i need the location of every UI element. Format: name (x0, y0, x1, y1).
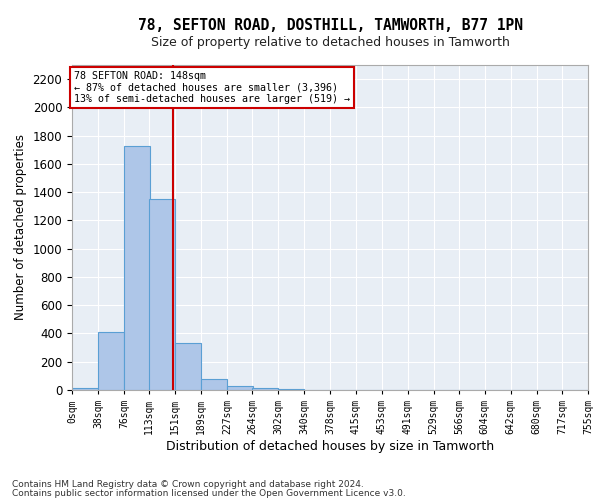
Bar (124, 146, 150, 390)
Bar (227, 386, 253, 390)
Text: Contains public sector information licensed under the Open Government Licence v3: Contains public sector information licen… (12, 489, 406, 498)
Text: Size of property relative to detached houses in Tamworth: Size of property relative to detached ho… (151, 36, 509, 49)
Bar (253, 388, 278, 390)
Bar (72, 388, 98, 390)
Text: Contains HM Land Registry data © Crown copyright and database right 2024.: Contains HM Land Registry data © Crown c… (12, 480, 364, 489)
X-axis label: Distribution of detached houses by size in Tamworth: Distribution of detached houses by size … (166, 440, 494, 453)
Text: 78, SEFTON ROAD, DOSTHILL, TAMWORTH, B77 1PN: 78, SEFTON ROAD, DOSTHILL, TAMWORTH, B77… (137, 18, 523, 32)
Bar (175, 342, 201, 390)
Y-axis label: Number of detached properties: Number of detached properties (14, 134, 27, 320)
Bar (149, 199, 175, 390)
Bar (201, 380, 227, 390)
Text: 78 SEFTON ROAD: 148sqm
← 87% of detached houses are smaller (3,396)
13% of semi-: 78 SEFTON ROAD: 148sqm ← 87% of detached… (74, 70, 350, 104)
Bar (98, 332, 124, 390)
